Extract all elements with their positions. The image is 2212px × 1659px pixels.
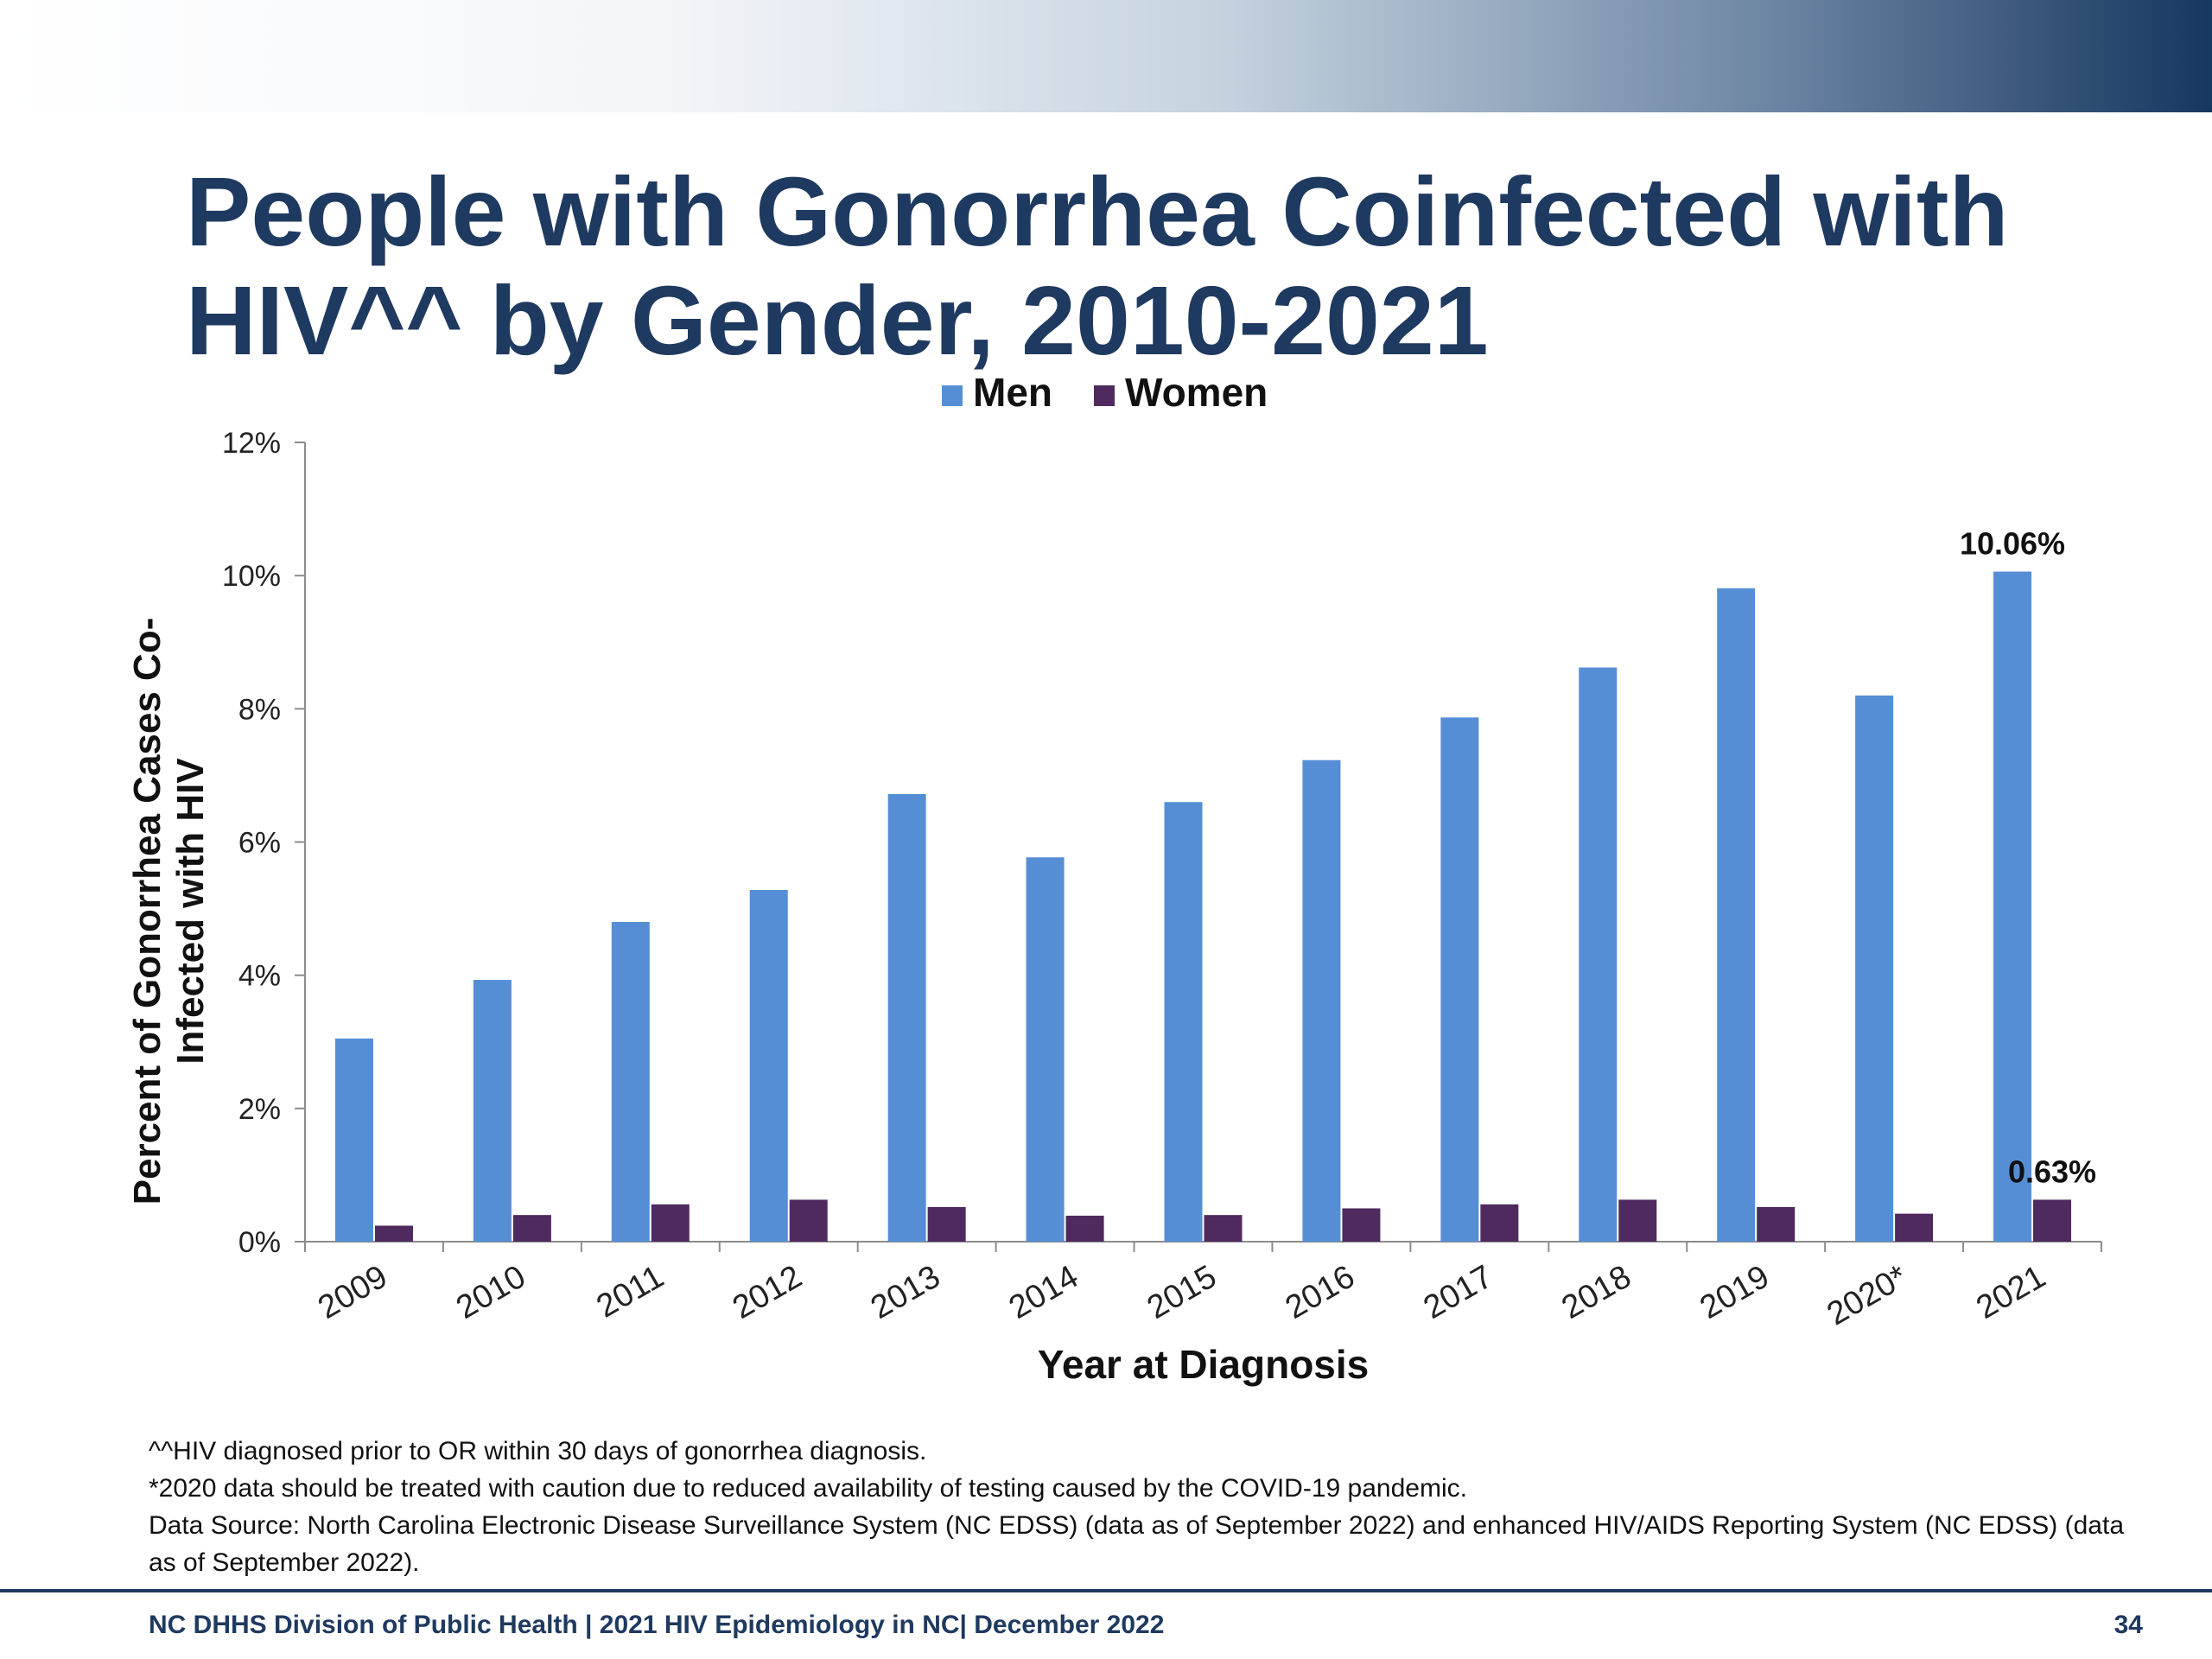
bar-men <box>334 1038 373 1242</box>
header-gradient-band <box>0 0 2212 112</box>
x-tick-label: 2012 <box>727 1258 808 1326</box>
bar-women <box>1204 1215 1243 1242</box>
bar-men <box>1717 588 1756 1242</box>
footnotes: ^^HIV diagnosed prior to OR within 30 da… <box>149 1433 2136 1581</box>
bar-men <box>1993 571 2032 1242</box>
x-tick-label: 2016 <box>1280 1258 1361 1326</box>
bar-men <box>1579 667 1618 1242</box>
bar-men <box>611 922 650 1242</box>
bar-women <box>2033 1199 2072 1242</box>
footnote-hiv-definition: ^^HIV diagnosed prior to OR within 30 da… <box>149 1437 927 1465</box>
legend-swatch-men <box>942 385 963 406</box>
x-tick-label: 2010 <box>450 1258 531 1326</box>
x-tick-label: 2011 <box>591 1258 671 1325</box>
legend-swatch-women <box>1094 385 1115 406</box>
x-tick-label: 2009 <box>312 1258 393 1326</box>
footer-rule <box>0 1589 2212 1592</box>
bar-chart: 0% 2% 4% 6% 8% 10% 12% 2009 2010 2011 2012 2013 2014… <box>126 370 2102 1387</box>
bar-men <box>1164 802 1203 1242</box>
data-label: 0.63% <box>2008 1154 2096 1189</box>
bar-women <box>1480 1204 1519 1242</box>
bar-women <box>651 1204 690 1242</box>
bar-men <box>1026 857 1065 1242</box>
slide-title: People with Gonorrhea Coinfected with HI… <box>186 157 2130 375</box>
footer-text: NC DHHS Division of Public Health | 2021… <box>149 1611 1165 1639</box>
x-tick-label: 2021 <box>1970 1258 2051 1326</box>
x-axis-title: Year at Diagnosis <box>1038 1342 1370 1387</box>
legend-label-men: Men <box>973 370 1052 415</box>
slide-title-line-1: People with Gonorrhea Coinfected with <box>186 157 2009 266</box>
slide-title-line-2: HIV^^ by Gender, 2010-2021 <box>186 266 1489 375</box>
y-axis-title-line-1: Percent of Gonorrhea Cases Co- <box>126 618 168 1205</box>
bar-men <box>1440 717 1479 1242</box>
bar-men <box>473 980 512 1242</box>
legend-label-women: Women <box>1125 370 1268 415</box>
bar-men <box>887 794 926 1242</box>
y-tick-label: 0% <box>238 1226 281 1259</box>
bar-men <box>749 890 788 1242</box>
bar-women <box>927 1206 966 1242</box>
bar-men <box>1302 760 1341 1242</box>
data-label: 10.06% <box>1960 526 2065 562</box>
bar-women <box>1895 1213 1934 1242</box>
x-tick-label: 2017 <box>1418 1258 1499 1326</box>
y-tick-label: 12% <box>222 427 281 460</box>
bar-women <box>789 1199 828 1242</box>
page-number: 34 <box>2113 1611 2143 1639</box>
y-tick-label: 6% <box>238 827 281 860</box>
bar-women <box>374 1225 413 1242</box>
x-tick-label: 2014 <box>1003 1258 1084 1326</box>
footnote-data-source: Data Source: North Carolina Electronic D… <box>149 1511 2125 1577</box>
bar-women <box>512 1215 551 1242</box>
y-tick-label: 8% <box>238 693 281 726</box>
y-tick-label: 10% <box>222 560 281 593</box>
footnote-2020-caution: *2020 data should be treated with cautio… <box>149 1474 1467 1503</box>
y-tick-label: 2% <box>238 1093 281 1126</box>
x-tick-label: 2015 <box>1141 1258 1223 1326</box>
x-tick-label: 2013 <box>865 1258 946 1326</box>
x-tick-label: 2019 <box>1694 1258 1775 1326</box>
x-tick-label: 2020* <box>1821 1258 1914 1332</box>
x-tick-label: 2018 <box>1556 1258 1637 1326</box>
bar-men <box>1855 695 1894 1242</box>
bar-women <box>1065 1215 1104 1242</box>
y-tick-label: 4% <box>238 960 281 993</box>
bar-women <box>1342 1208 1381 1242</box>
y-axis-title-line-2: Infected with HIV <box>169 758 212 1065</box>
bar-women <box>1618 1199 1657 1242</box>
bar-women <box>1757 1206 1796 1242</box>
